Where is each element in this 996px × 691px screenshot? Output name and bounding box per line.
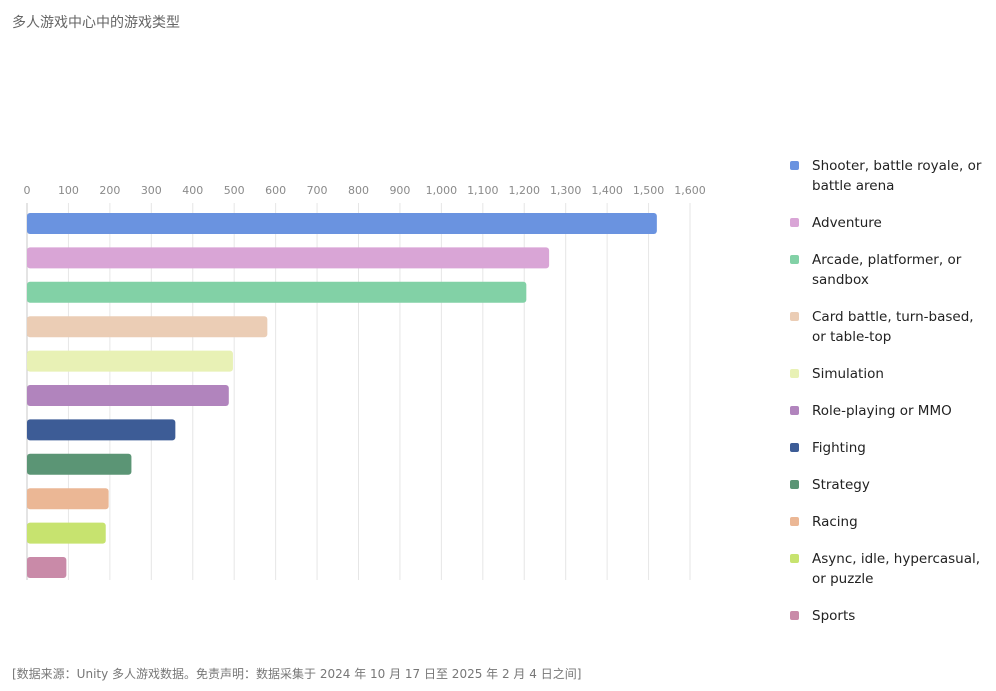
bar-6 bbox=[27, 419, 176, 441]
legend-swatch bbox=[790, 369, 799, 378]
legend-label: Async, idle, hypercasual, or puzzle bbox=[812, 551, 981, 587]
legend-label: Simulation bbox=[812, 366, 884, 382]
legend-item: Arcade, platformer, or sandbox bbox=[790, 250, 990, 290]
source-footnote: [数据来源：Unity 多人游戏数据。免责声明：数据采集于 2024 年 10 … bbox=[12, 667, 582, 681]
legend-label: Shooter, battle royale, or battle arena bbox=[812, 158, 982, 194]
legend-item: Shooter, battle royale, or battle arena bbox=[790, 156, 990, 196]
legend-item: Fighting bbox=[790, 438, 990, 458]
bar-4 bbox=[27, 350, 233, 372]
x-tick-label: 700 bbox=[307, 184, 328, 197]
bars bbox=[27, 213, 657, 578]
x-tick-label: 100 bbox=[58, 184, 79, 197]
x-tick-label: 1,100 bbox=[467, 184, 499, 197]
x-tick-label: 1,000 bbox=[426, 184, 458, 197]
x-tick-label: 0 bbox=[24, 184, 31, 197]
x-axis-ticks: 0 100 200 300 400 500 600 700 800 900 1,000 1,100 1,… bbox=[24, 184, 706, 197]
bar-0 bbox=[27, 213, 657, 234]
bar-10 bbox=[27, 557, 67, 578]
x-tick-label: 400 bbox=[182, 184, 203, 197]
legend-swatch bbox=[790, 218, 799, 227]
legend-swatch bbox=[790, 312, 799, 321]
legend-item: Simulation bbox=[790, 364, 990, 384]
bar-8 bbox=[27, 488, 109, 510]
legend-label: Adventure bbox=[812, 215, 882, 231]
legend-label: Role-playing or MMO bbox=[812, 403, 952, 419]
legend-item: Async, idle, hypercasual, or puzzle bbox=[790, 549, 990, 589]
bar-5 bbox=[27, 385, 229, 406]
x-tick-label: 900 bbox=[389, 184, 410, 197]
legend-label: Arcade, platformer, or sandbox bbox=[812, 252, 962, 288]
legend-swatch bbox=[790, 255, 799, 264]
bar-1 bbox=[27, 247, 550, 269]
legend-swatch bbox=[790, 554, 799, 563]
legend-swatch bbox=[790, 611, 799, 620]
legend-swatch bbox=[790, 517, 799, 526]
x-tick-label: 1,400 bbox=[591, 184, 623, 197]
legend-item: Role-playing or MMO bbox=[790, 401, 990, 421]
x-tick-label: 300 bbox=[141, 184, 162, 197]
legend-item: Sports bbox=[790, 606, 990, 626]
legend-item: Adventure bbox=[790, 213, 990, 233]
chart-title: 多人游戏中心中的游戏类型 bbox=[12, 15, 180, 31]
legend-label: Strategy bbox=[812, 477, 870, 493]
x-tick-label: 1,500 bbox=[633, 184, 665, 197]
bar-7 bbox=[27, 453, 132, 475]
bar-3 bbox=[27, 316, 268, 338]
legend-item: Card battle, turn-based, or table-top bbox=[790, 307, 990, 347]
x-tick-label: 1,200 bbox=[509, 184, 541, 197]
legend-swatch bbox=[790, 480, 799, 489]
bar-9 bbox=[27, 522, 106, 544]
legend-swatch bbox=[790, 406, 799, 415]
legend-swatch bbox=[790, 161, 799, 170]
x-tick-label: 500 bbox=[224, 184, 245, 197]
x-tick-label: 1,600 bbox=[674, 184, 706, 197]
x-tick-label: 600 bbox=[265, 184, 286, 197]
legend-label: Racing bbox=[812, 514, 858, 530]
legend-item: Racing bbox=[790, 512, 990, 532]
legend-swatch bbox=[790, 443, 799, 452]
legend-label: Fighting bbox=[812, 440, 866, 456]
x-tick-label: 800 bbox=[348, 184, 369, 197]
legend-item: Strategy bbox=[790, 475, 990, 495]
legend-label: Card battle, turn-based, or table-top bbox=[812, 309, 974, 345]
x-tick-label: 1,300 bbox=[550, 184, 582, 197]
legend-label: Sports bbox=[812, 608, 856, 624]
bar-2 bbox=[27, 281, 527, 303]
x-tick-label: 200 bbox=[99, 184, 120, 197]
chart-legend: Shooter, battle royale, or battle arena A… bbox=[790, 156, 990, 643]
